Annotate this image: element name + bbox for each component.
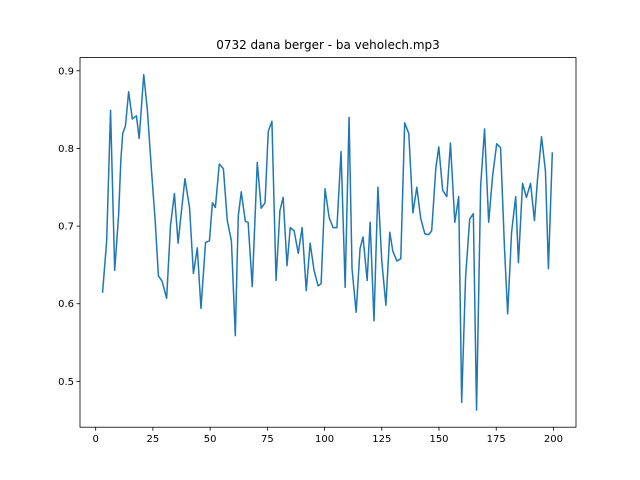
x-tick-label: 200 xyxy=(544,434,563,445)
x-tick-label: 0 xyxy=(92,434,98,445)
x-tick-label: 25 xyxy=(147,434,160,445)
x-tick-label: 50 xyxy=(204,434,217,445)
line-series xyxy=(101,73,554,411)
y-tick-label: 0.9 xyxy=(58,66,74,77)
y-tick-label: 0.7 xyxy=(58,222,74,233)
y-tick-label: 0.6 xyxy=(58,299,74,310)
y-tick-label: 0.8 xyxy=(58,144,74,155)
chart-title: 0732 dana berger - ba veholech.mp3 xyxy=(216,38,440,52)
x-tick-label: 75 xyxy=(261,434,274,445)
x-tick-label: 100 xyxy=(315,434,334,445)
axes-frame xyxy=(79,57,577,428)
y-tick-label: 0.5 xyxy=(58,377,74,388)
x-tick-label: 150 xyxy=(429,434,448,445)
x-tick-label: 125 xyxy=(372,434,391,445)
x-tick-label: 175 xyxy=(487,434,506,445)
